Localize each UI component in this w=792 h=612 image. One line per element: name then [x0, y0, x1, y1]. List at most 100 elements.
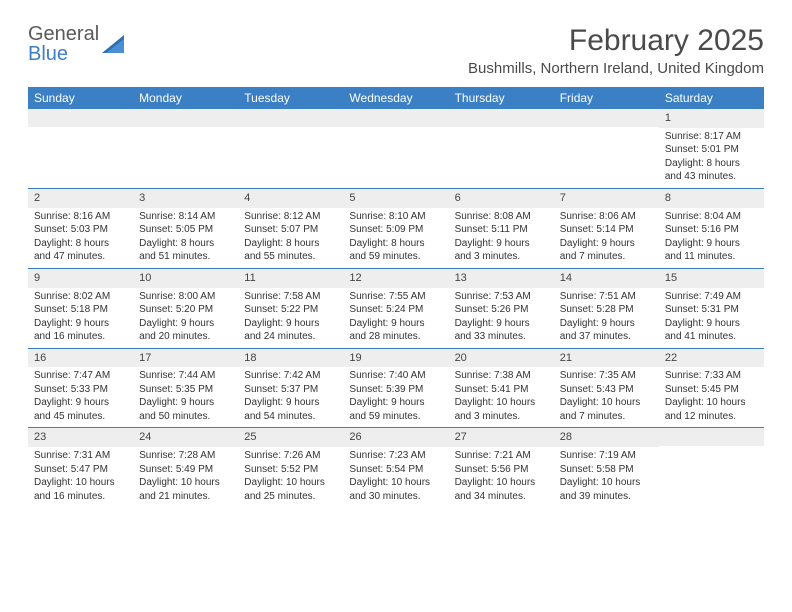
day-number: 22: [659, 349, 764, 368]
daylight-text: Daylight: 9 hours and 28 minutes.: [349, 317, 442, 344]
sunset-text: Sunset: 5:14 PM: [560, 223, 653, 237]
sunset-text: Sunset: 5:18 PM: [34, 303, 127, 317]
day-cell: [554, 109, 659, 188]
day-cell: 12Sunrise: 7:55 AMSunset: 5:24 PMDayligh…: [343, 269, 448, 348]
sunset-text: Sunset: 5:39 PM: [349, 383, 442, 397]
day-body: Sunrise: 8:02 AMSunset: 5:18 PMDaylight:…: [28, 288, 133, 348]
day-cell: [449, 109, 554, 188]
daylight-text: Daylight: 9 hours and 37 minutes.: [560, 317, 653, 344]
day-number: 16: [28, 349, 133, 368]
day-body: Sunrise: 8:10 AMSunset: 5:09 PMDaylight:…: [343, 208, 448, 268]
day-body: Sunrise: 7:47 AMSunset: 5:33 PMDaylight:…: [28, 367, 133, 427]
sunset-text: Sunset: 5:47 PM: [34, 463, 127, 477]
day-cell: 22Sunrise: 7:33 AMSunset: 5:45 PMDayligh…: [659, 349, 764, 428]
day-cell: 8Sunrise: 8:04 AMSunset: 5:16 PMDaylight…: [659, 189, 764, 268]
sunset-text: Sunset: 5:26 PM: [455, 303, 548, 317]
day-number: 6: [449, 189, 554, 208]
day-body: Sunrise: 8:04 AMSunset: 5:16 PMDaylight:…: [659, 208, 764, 268]
month-title: February 2025: [468, 24, 764, 58]
day-number: 14: [554, 269, 659, 288]
day-number: 10: [133, 269, 238, 288]
brand-triangle-icon: [102, 31, 128, 58]
sunset-text: Sunset: 5:54 PM: [349, 463, 442, 477]
day-cell: [659, 428, 764, 507]
daylight-text: Daylight: 10 hours and 21 minutes.: [139, 476, 232, 503]
day-body: Sunrise: 7:23 AMSunset: 5:54 PMDaylight:…: [343, 447, 448, 507]
sunrise-text: Sunrise: 7:35 AM: [560, 369, 653, 383]
day-cell: 13Sunrise: 7:53 AMSunset: 5:26 PMDayligh…: [449, 269, 554, 348]
day-body: Sunrise: 8:17 AMSunset: 5:01 PMDaylight:…: [659, 128, 764, 188]
sunrise-text: Sunrise: 7:47 AM: [34, 369, 127, 383]
sunrise-text: Sunrise: 8:00 AM: [139, 290, 232, 304]
daylight-text: Daylight: 9 hours and 11 minutes.: [665, 237, 758, 264]
weekday-header: Friday: [554, 87, 659, 109]
day-cell: 4Sunrise: 8:12 AMSunset: 5:07 PMDaylight…: [238, 189, 343, 268]
day-cell: 24Sunrise: 7:28 AMSunset: 5:49 PMDayligh…: [133, 428, 238, 507]
sunset-text: Sunset: 5:56 PM: [455, 463, 548, 477]
sunrise-text: Sunrise: 7:31 AM: [34, 449, 127, 463]
sunrise-text: Sunrise: 8:17 AM: [665, 130, 758, 144]
daylight-text: Daylight: 9 hours and 59 minutes.: [349, 396, 442, 423]
sunrise-text: Sunrise: 7:49 AM: [665, 290, 758, 304]
daylight-text: Daylight: 8 hours and 59 minutes.: [349, 237, 442, 264]
day-number: 17: [133, 349, 238, 368]
sunrise-text: Sunrise: 8:12 AM: [244, 210, 337, 224]
day-number: 28: [554, 428, 659, 447]
daylight-text: Daylight: 8 hours and 51 minutes.: [139, 237, 232, 264]
day-number: 8: [659, 189, 764, 208]
daylight-text: Daylight: 10 hours and 16 minutes.: [34, 476, 127, 503]
day-number: 26: [343, 428, 448, 447]
day-number: 1: [659, 109, 764, 128]
day-body: Sunrise: 7:31 AMSunset: 5:47 PMDaylight:…: [28, 447, 133, 507]
day-cell: 5Sunrise: 8:10 AMSunset: 5:09 PMDaylight…: [343, 189, 448, 268]
day-number: [659, 428, 764, 446]
day-cell: 9Sunrise: 8:02 AMSunset: 5:18 PMDaylight…: [28, 269, 133, 348]
week-row: 9Sunrise: 8:02 AMSunset: 5:18 PMDaylight…: [28, 268, 764, 348]
page-header: General Blue February 2025 Bushmills, No…: [28, 24, 764, 77]
weekday-header-row: Sunday Monday Tuesday Wednesday Thursday…: [28, 87, 764, 109]
day-body: Sunrise: 7:35 AMSunset: 5:43 PMDaylight:…: [554, 367, 659, 427]
week-row: 2Sunrise: 8:16 AMSunset: 5:03 PMDaylight…: [28, 188, 764, 268]
weekday-header: Thursday: [449, 87, 554, 109]
day-cell: 10Sunrise: 8:00 AMSunset: 5:20 PMDayligh…: [133, 269, 238, 348]
daylight-text: Daylight: 10 hours and 12 minutes.: [665, 396, 758, 423]
day-body: Sunrise: 7:28 AMSunset: 5:49 PMDaylight:…: [133, 447, 238, 507]
sunrise-text: Sunrise: 8:08 AM: [455, 210, 548, 224]
day-body: Sunrise: 7:51 AMSunset: 5:28 PMDaylight:…: [554, 288, 659, 348]
sunset-text: Sunset: 5:52 PM: [244, 463, 337, 477]
title-block: February 2025 Bushmills, Northern Irelan…: [468, 24, 764, 77]
day-number: 25: [238, 428, 343, 447]
week-row: 23Sunrise: 7:31 AMSunset: 5:47 PMDayligh…: [28, 427, 764, 507]
sunset-text: Sunset: 5:05 PM: [139, 223, 232, 237]
daylight-text: Daylight: 9 hours and 7 minutes.: [560, 237, 653, 264]
day-cell: [238, 109, 343, 188]
sunset-text: Sunset: 5:31 PM: [665, 303, 758, 317]
day-body: Sunrise: 7:58 AMSunset: 5:22 PMDaylight:…: [238, 288, 343, 348]
day-number: 11: [238, 269, 343, 288]
day-number: 3: [133, 189, 238, 208]
day-body: Sunrise: 7:21 AMSunset: 5:56 PMDaylight:…: [449, 447, 554, 507]
sunrise-text: Sunrise: 7:33 AM: [665, 369, 758, 383]
sunset-text: Sunset: 5:24 PM: [349, 303, 442, 317]
day-body: Sunrise: 7:33 AMSunset: 5:45 PMDaylight:…: [659, 367, 764, 427]
sunset-text: Sunset: 5:07 PM: [244, 223, 337, 237]
sunset-text: Sunset: 5:09 PM: [349, 223, 442, 237]
sunset-text: Sunset: 5:37 PM: [244, 383, 337, 397]
day-number: 2: [28, 189, 133, 208]
day-body: Sunrise: 7:53 AMSunset: 5:26 PMDaylight:…: [449, 288, 554, 348]
sunrise-text: Sunrise: 7:21 AM: [455, 449, 548, 463]
day-cell: 17Sunrise: 7:44 AMSunset: 5:35 PMDayligh…: [133, 349, 238, 428]
day-cell: 23Sunrise: 7:31 AMSunset: 5:47 PMDayligh…: [28, 428, 133, 507]
daylight-text: Daylight: 9 hours and 24 minutes.: [244, 317, 337, 344]
sunset-text: Sunset: 5:28 PM: [560, 303, 653, 317]
day-body: Sunrise: 8:14 AMSunset: 5:05 PMDaylight:…: [133, 208, 238, 268]
brand-word1: General: [28, 23, 99, 45]
day-cell: 15Sunrise: 7:49 AMSunset: 5:31 PMDayligh…: [659, 269, 764, 348]
day-body: Sunrise: 7:26 AMSunset: 5:52 PMDaylight:…: [238, 447, 343, 507]
sunset-text: Sunset: 5:35 PM: [139, 383, 232, 397]
day-number: [554, 109, 659, 127]
day-body: Sunrise: 7:40 AMSunset: 5:39 PMDaylight:…: [343, 367, 448, 427]
sunrise-text: Sunrise: 7:51 AM: [560, 290, 653, 304]
day-cell: 2Sunrise: 8:16 AMSunset: 5:03 PMDaylight…: [28, 189, 133, 268]
day-number: 21: [554, 349, 659, 368]
